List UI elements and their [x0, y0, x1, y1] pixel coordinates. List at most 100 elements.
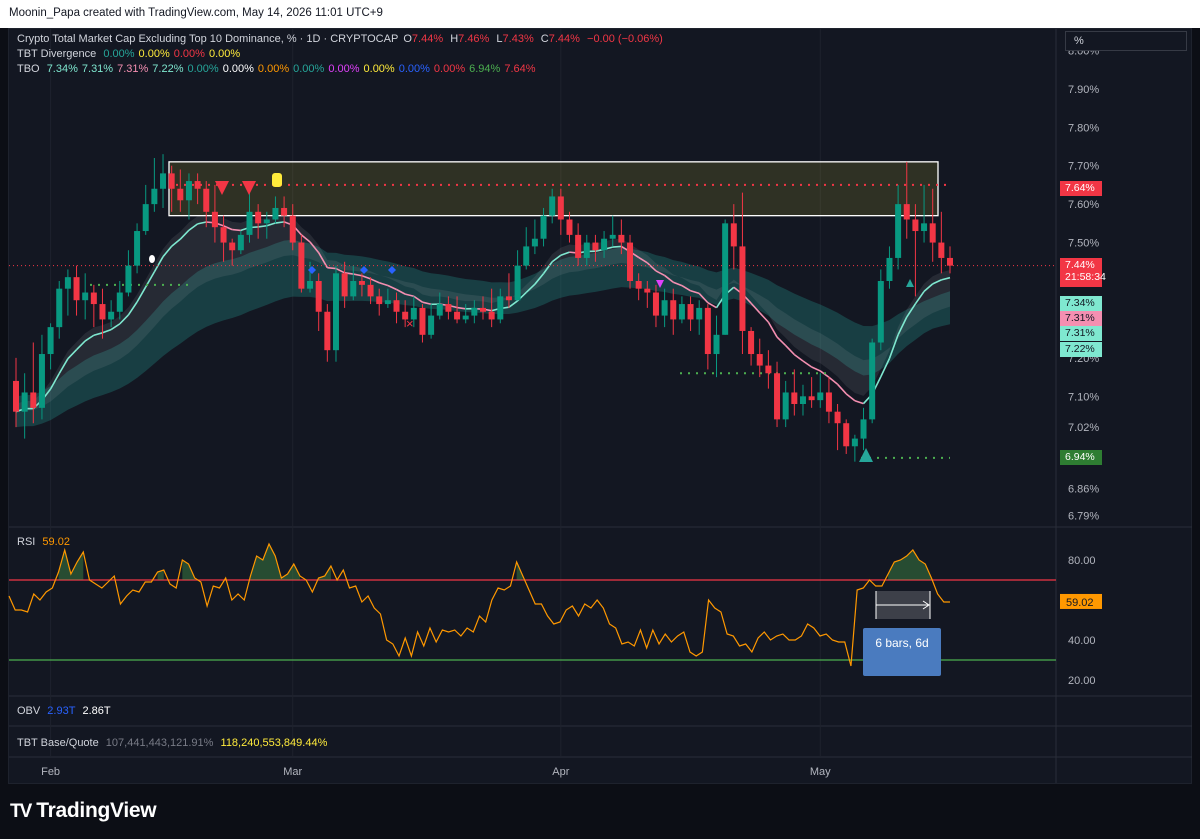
tbt-bq-value-1: 107,441,443,121.91%	[105, 737, 214, 749]
price-tick: 7.70%	[1068, 161, 1099, 173]
candle	[652, 292, 659, 316]
tbo-line	[422, 301, 432, 306]
rsi-line	[8, 542, 950, 667]
obv-name: OBV	[17, 705, 41, 717]
candle	[246, 211, 253, 235]
tbo-name: TBO	[17, 63, 40, 75]
info-marker	[149, 255, 155, 263]
tbo-line	[534, 273, 545, 285]
candle	[367, 284, 374, 297]
tbo-line	[854, 399, 864, 405]
candle	[618, 234, 625, 243]
c-value: 7.44%	[548, 33, 580, 45]
tbo-value-5: 0.00%	[187, 63, 219, 75]
tbo-line	[275, 221, 285, 224]
candle	[13, 380, 19, 412]
tbo-line	[378, 282, 389, 287]
l-value: 7.43%	[502, 33, 534, 45]
candle	[748, 330, 755, 355]
candle	[47, 327, 54, 355]
candle	[185, 181, 192, 201]
chart-area[interactable]	[8, 28, 1192, 784]
rsi-overbought-fill	[58, 550, 84, 580]
candle	[229, 242, 236, 251]
price-tick: 7.60%	[1068, 199, 1099, 211]
candle	[635, 281, 642, 289]
candle	[497, 296, 504, 320]
candle	[730, 223, 737, 247]
candle	[142, 204, 149, 232]
candle	[445, 304, 452, 312]
candle	[116, 292, 123, 312]
tbo-line	[542, 261, 553, 275]
candle	[289, 215, 296, 243]
tbo-value-14: 7.64%	[504, 63, 536, 75]
price-tag: 7.64%	[1060, 180, 1102, 196]
candle	[912, 219, 919, 232]
rsi-overbought-fill	[318, 566, 331, 580]
candle	[670, 300, 677, 320]
tbo-line	[361, 274, 371, 280]
candle	[281, 207, 288, 216]
candle	[237, 234, 244, 251]
candle	[263, 219, 270, 224]
scale-mode-box[interactable]: %	[1065, 31, 1187, 51]
tbo-line	[67, 349, 78, 360]
candle	[834, 411, 841, 424]
bearish-signal	[242, 181, 256, 195]
candle	[488, 311, 495, 320]
tbo-line	[162, 245, 173, 258]
candle	[739, 246, 746, 331]
rsi-name: RSI	[17, 536, 36, 548]
candle	[315, 281, 322, 312]
tbo-value-8: 0.00%	[293, 63, 325, 75]
candle	[168, 173, 175, 189]
tbo-value-3: 7.31%	[117, 63, 149, 75]
tbo-line	[811, 366, 821, 372]
candle	[921, 223, 928, 232]
candle	[108, 311, 115, 320]
tbo-line	[941, 276, 951, 281]
price-tick: 7.80%	[1068, 122, 1099, 134]
tbo-line	[153, 256, 164, 273]
candle	[627, 242, 634, 281]
tbo-value-6: 0.00%	[222, 63, 254, 75]
tbo-line	[888, 334, 899, 359]
tbt-bq-value-2: 118,240,553,849.44%	[220, 737, 328, 749]
tradingview-logo[interactable]: TV TradingView	[10, 799, 157, 823]
candle	[255, 211, 262, 224]
price-tick: 6.79%	[1068, 510, 1099, 522]
o-label: O	[403, 33, 412, 45]
tbo-value-13: 6.94%	[469, 63, 501, 75]
candle	[877, 281, 884, 343]
candle	[21, 392, 28, 412]
candle	[851, 438, 858, 447]
rsi-value: 59.02	[42, 536, 70, 548]
warning-marker	[272, 173, 282, 187]
tbo-line	[750, 302, 761, 314]
candle	[64, 277, 71, 289]
candle	[454, 311, 461, 320]
candle	[220, 227, 227, 243]
rsi-tick: 40.00	[1068, 635, 1096, 647]
candle	[756, 354, 763, 366]
price-tag: 7.44% 21:58:34	[1060, 257, 1106, 287]
candle	[419, 307, 426, 335]
candle	[869, 342, 876, 420]
divergence-signal	[656, 280, 664, 288]
tbo-line	[49, 373, 60, 390]
price-tag-label: 7.22%	[1065, 343, 1095, 356]
candle	[410, 307, 417, 320]
candle	[358, 281, 365, 285]
rsi-overbought-fill	[182, 560, 195, 580]
tbo-line	[681, 284, 691, 292]
candle	[903, 204, 910, 220]
cross-marker: ×	[406, 316, 414, 331]
rsi-overbought-fill	[888, 550, 932, 580]
candle	[480, 307, 486, 312]
tbo-line	[845, 393, 856, 402]
candle	[817, 392, 824, 401]
candle	[471, 307, 478, 316]
tbo-line	[698, 292, 709, 304]
